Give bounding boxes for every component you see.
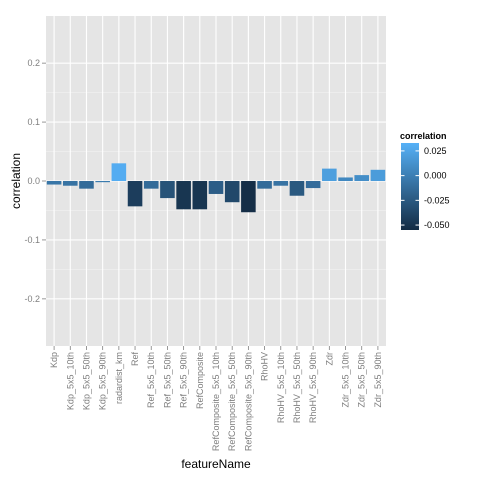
x-tick-label: Ref_5x5_50th (162, 352, 172, 408)
bar (160, 181, 175, 199)
legend-title: correlation (400, 131, 447, 141)
bar (257, 181, 272, 189)
bar (192, 181, 208, 210)
legend-tick-label: 0.025 (424, 146, 447, 156)
x-tick-label: Kdp (49, 352, 59, 368)
x-tick-label: Zdr_5x5_10th (341, 352, 351, 408)
bar (127, 181, 143, 207)
y-axis-ticks: -0.2 -0.1 0.0 0.1 0.2 (24, 58, 46, 304)
bar (143, 181, 159, 189)
bar (241, 181, 256, 213)
bar (176, 181, 191, 210)
bar (354, 175, 369, 181)
x-tick-label: RefComposite_5x5_90th (243, 352, 253, 451)
bar (289, 181, 305, 196)
y-tick-label: -0.2 (24, 294, 40, 304)
x-tick-label: Ref_5x5_10th (146, 352, 156, 408)
y-tick-label: -0.1 (24, 235, 40, 245)
x-tick-label: RefComposite_5x5_50th (227, 352, 237, 451)
x-tick-label: Zdr_5x5_50th (357, 352, 367, 408)
bar (95, 181, 110, 183)
bars (46, 163, 386, 213)
legend-tick-label: 0.000 (424, 171, 447, 181)
y-axis-title: correlation (9, 153, 23, 209)
x-axis-ticks: Kdp Kdp_5x5_10th Kdp_5x5_50th Kdp_5x5_90th r… (49, 346, 383, 451)
x-tick-label: Kdp_5x5_90th (98, 352, 108, 410)
legend-tick-label: -0.050 (424, 220, 450, 230)
x-tick-label: Kdp_5x5_50th (81, 352, 91, 410)
x-tick-label: RhoHV_5x5_10th (276, 352, 286, 423)
bar (208, 181, 224, 194)
bar (338, 177, 353, 181)
bar (305, 181, 321, 189)
x-axis-title: featureName (181, 457, 251, 471)
x-tick-label: Ref_5x5_90th (179, 352, 189, 408)
bar (79, 181, 94, 189)
y-tick-label: 0.2 (27, 58, 40, 68)
bar (63, 181, 78, 186)
x-tick-label: RefComposite_5x5_10th (211, 352, 221, 451)
x-tick-label: Zdr_5x5_90th (373, 352, 383, 408)
x-tick-label: Kdp_5x5_10th (65, 352, 75, 410)
bar (370, 169, 386, 181)
bar (224, 181, 240, 203)
x-tick-label: RefComposite (195, 352, 205, 409)
bar (322, 168, 337, 181)
x-tick-label: Zdr (324, 352, 334, 366)
y-tick-label: 0.0 (27, 176, 40, 186)
bar (111, 163, 127, 181)
legend-ticks: 0.025 0.000 -0.025 -0.050 (401, 146, 450, 230)
x-tick-label: radardist_km (114, 352, 124, 404)
x-tick-label: RhoHV_5x5_90th (308, 352, 318, 423)
x-tick-label: Ref (130, 352, 140, 367)
bar (46, 181, 62, 185)
legend-colorbar (401, 143, 419, 230)
y-tick-label: 0.1 (27, 117, 40, 127)
x-tick-label: RhoHV_5x5_50th (292, 352, 302, 423)
x-tick-label: RhoHV (260, 352, 270, 381)
legend-tick-label: -0.025 (424, 195, 450, 205)
legend: correlation 0.025 0.000 -0.025 -0.050 (400, 131, 450, 230)
bar (273, 181, 289, 186)
